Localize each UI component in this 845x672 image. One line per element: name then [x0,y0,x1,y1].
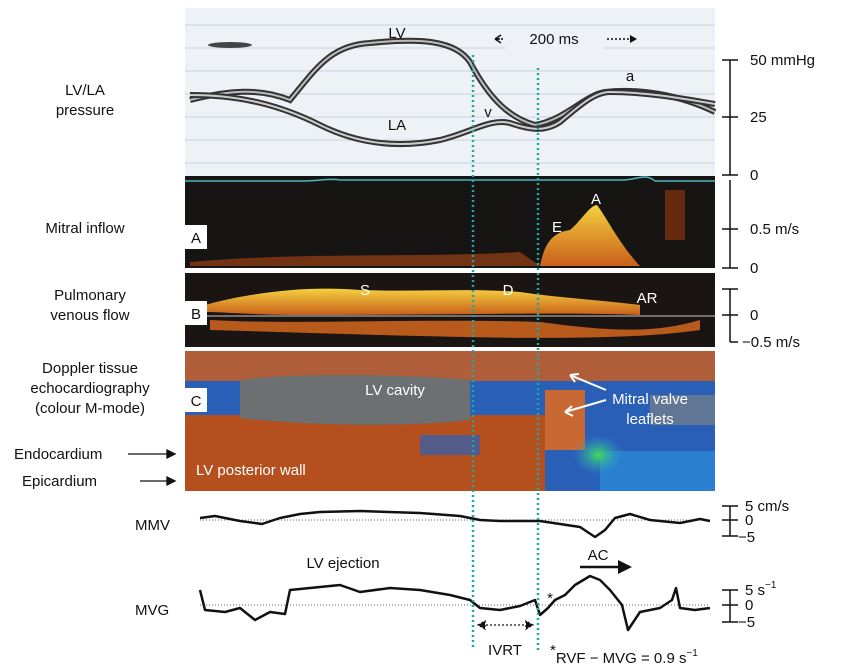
row-label-line: (colour M-mode) [35,400,145,417]
asterisk: * [547,590,553,607]
panel-letter: A [191,230,201,247]
e-wave-label: E [552,219,562,236]
scale-label-sup: −1 [765,580,777,591]
row-label: LV/LA pressure [56,82,114,119]
leaflets-line: Mitral valve [612,391,688,408]
left-labels: LV/LA pressure Mitral inflow Pulmonary ven… [14,82,175,619]
ar-wave-label: AR [637,290,658,307]
figure: LV LA v a 200 ms A E A S D AR B LV cavit… [0,0,845,672]
row-label: Epicardium [22,473,97,490]
leaflets-line: leaflets [626,411,674,428]
lv-wall-label: LV posterior wall [196,462,306,479]
la-label: LA [388,117,406,134]
scale-label: 0 [750,167,758,184]
row-label: MMV [135,517,170,534]
row-label-line: echocardiography [30,380,150,397]
row-label-line: Pulmonary [54,287,126,304]
footnote-sup: −1 [686,648,698,659]
footnote: *RVF − MVG = 0.9 s−1 [550,642,698,667]
row-label: Endocardium [14,446,102,463]
scale-label: −0.5 m/s [742,334,800,351]
ivrt-label: IVRT [488,642,522,659]
v-label: v [484,104,492,121]
scale-label: 0.5 m/s [750,221,799,238]
pulmonary-panel: S D AR B [185,273,715,347]
scale-label: 0 [750,307,758,324]
scale-label: 0 [750,260,758,277]
lv-label: LV [388,25,405,42]
row-label-line: venous flow [50,307,129,324]
row-label: Pulmonary venous flow [50,287,129,324]
s-wave-label: S [360,282,370,299]
mitral-panel: A E A [185,176,715,268]
a-label: a [626,68,635,85]
panel-letter: C [191,393,202,410]
row-label-line: Doppler tissue [42,360,138,377]
row-label: MVG [135,602,169,619]
footnote-text: RVF − MVG = 0.9 s [556,650,687,667]
time-scale: 200 ms [529,31,578,48]
pressure-panel: LV LA v a 200 ms [185,8,715,176]
row-label: Doppler tissue echocardiography (colour M-… [30,360,150,417]
lv-cavity-label: LV cavity [365,382,425,399]
a-wave-label: A [591,191,601,208]
panel-letter: B [191,306,201,323]
scale-label: 50 mmHg [750,52,815,69]
scale-label: 0 [745,597,753,614]
scale-label: −5 [738,529,755,546]
traces: LV ejection AC * IVRT *RVF − MVG = 0.9 s… [200,511,710,667]
scales: 50 mmHg 25 0 0.5 m/s 0 0 −0.5 m/s 5 cm/s… [722,52,815,631]
scale-label: 25 [750,109,767,126]
row-label: Mitral inflow [45,220,124,237]
scale-label: 0 [745,512,753,529]
d-wave-label: D [503,282,514,299]
dti-panel: LV cavity Mitral valve leaflets LV poster… [185,351,715,491]
scale-label: −5 [738,614,755,631]
row-label-line: pressure [56,102,114,119]
row-label-line: LV/LA [65,82,105,99]
lv-ejection-label: LV ejection [306,555,379,572]
ac-label: AC [588,547,609,564]
